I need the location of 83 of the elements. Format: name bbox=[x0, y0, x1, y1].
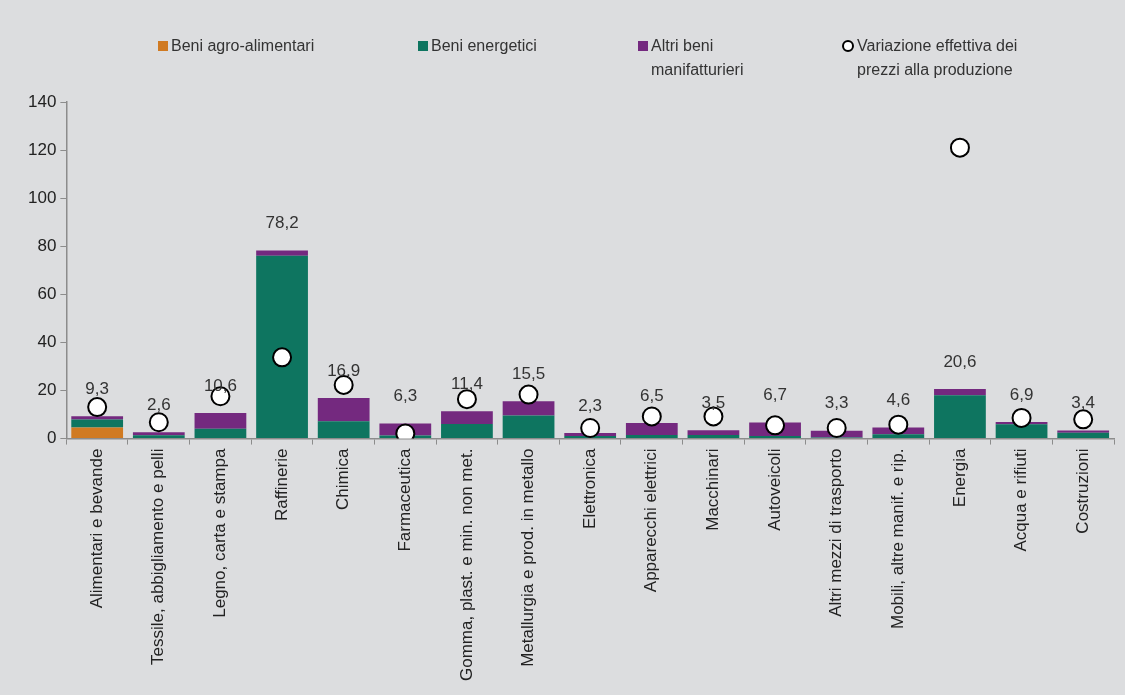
x-tick-label: Gomma, plast. e min. non met. bbox=[456, 448, 476, 681]
total-label: 6,5 bbox=[639, 385, 664, 405]
point bbox=[580, 418, 601, 438]
bar bbox=[872, 434, 925, 439]
x-tick-label: Macchinari bbox=[703, 448, 723, 531]
x-tick-label: Costruzioni bbox=[1072, 448, 1092, 534]
bar bbox=[687, 434, 740, 439]
bar bbox=[502, 401, 555, 416]
bar bbox=[625, 422, 678, 435]
x-tick-label: Autoveicoli bbox=[764, 448, 784, 531]
bar bbox=[71, 419, 124, 428]
point bbox=[888, 414, 909, 435]
bar bbox=[71, 427, 124, 439]
y-tick-label: 100 bbox=[27, 187, 57, 207]
y-tick-label: 140 bbox=[27, 91, 57, 111]
total-label: 6,9 bbox=[1009, 384, 1034, 404]
y-tick-label: 40 bbox=[37, 332, 57, 352]
point bbox=[87, 397, 108, 418]
bar bbox=[502, 415, 555, 439]
bar bbox=[441, 411, 493, 424]
total-label: 20,6 bbox=[943, 351, 977, 371]
bar bbox=[934, 389, 986, 396]
point bbox=[765, 415, 786, 436]
bar bbox=[71, 416, 124, 420]
x-tick-label: Apparecchi elettrici bbox=[641, 448, 661, 593]
x-tick-label: Mobili, altre manif. e rip. bbox=[888, 448, 907, 630]
bar bbox=[317, 421, 370, 439]
bar bbox=[934, 395, 986, 439]
x-tick-label: Altri mezzi di trasporto bbox=[826, 448, 846, 617]
bar bbox=[1057, 432, 1110, 439]
y-tick-label: 120 bbox=[27, 139, 57, 159]
total-label: 16,9 bbox=[327, 360, 361, 380]
total-label: 10,6 bbox=[203, 375, 237, 395]
bar bbox=[194, 428, 247, 439]
point bbox=[1073, 409, 1094, 430]
total-label: 11,4 bbox=[451, 373, 483, 393]
total-label: 3,5 bbox=[701, 392, 726, 412]
x-tick-label: Acqua e rifiuti bbox=[1011, 448, 1031, 552]
x-tick-label: Elettronica bbox=[579, 448, 599, 529]
y-tick-label: 0 bbox=[46, 428, 57, 448]
bar bbox=[194, 413, 247, 429]
legend-label: Beni agro-alimentari bbox=[171, 36, 315, 56]
total-label: 78,2 bbox=[265, 213, 299, 233]
point bbox=[148, 412, 169, 433]
legend-label: Altri beni manifatturieri bbox=[651, 36, 745, 80]
y-tick-label: 60 bbox=[37, 284, 57, 304]
point bbox=[949, 137, 970, 158]
bar bbox=[749, 435, 801, 439]
bar bbox=[317, 397, 370, 422]
x-tick-label: Tessile, abbigliamento e pelli bbox=[148, 448, 168, 665]
point bbox=[518, 384, 539, 405]
total-label: 6,3 bbox=[393, 386, 418, 406]
x-tick-label: Raffinerie bbox=[271, 448, 291, 522]
legend-label: Beni energetici bbox=[431, 36, 537, 56]
x-tick-label: Metallurgia e prod. in metallo bbox=[518, 448, 538, 667]
bar bbox=[625, 434, 678, 439]
point bbox=[456, 389, 477, 410]
y-tick-label: 20 bbox=[37, 380, 57, 400]
bar bbox=[1057, 430, 1110, 433]
x-tick-label: Farmaceutica bbox=[394, 448, 414, 552]
point bbox=[272, 347, 293, 368]
total-label: 6,7 bbox=[763, 385, 787, 405]
total-label: 2,6 bbox=[146, 395, 171, 415]
x-tick-label: Legno, carta e stampa bbox=[210, 448, 230, 618]
total-label: 4,6 bbox=[886, 390, 911, 410]
x-tick-label: Chimica bbox=[333, 448, 353, 510]
bar bbox=[441, 423, 493, 439]
x-tick-label: Energia bbox=[949, 448, 969, 508]
point bbox=[1011, 407, 1032, 428]
point bbox=[826, 418, 847, 438]
bar bbox=[256, 255, 308, 439]
bar bbox=[995, 424, 1048, 439]
bar bbox=[687, 430, 740, 435]
y-tick-label: 80 bbox=[37, 235, 57, 255]
total-label: 9,3 bbox=[85, 378, 109, 398]
x-tick-label: Alimentari e bevande bbox=[86, 448, 106, 609]
total-label: 3,3 bbox=[824, 393, 849, 413]
bar bbox=[256, 250, 308, 256]
total-label: 15,5 bbox=[512, 364, 546, 383]
total-label: 2,3 bbox=[578, 395, 602, 415]
legend-label: Variazione effettiva dei prezzi alla produzione bbox=[857, 36, 1019, 80]
total-label: 3,4 bbox=[1071, 393, 1096, 413]
point bbox=[641, 406, 662, 427]
